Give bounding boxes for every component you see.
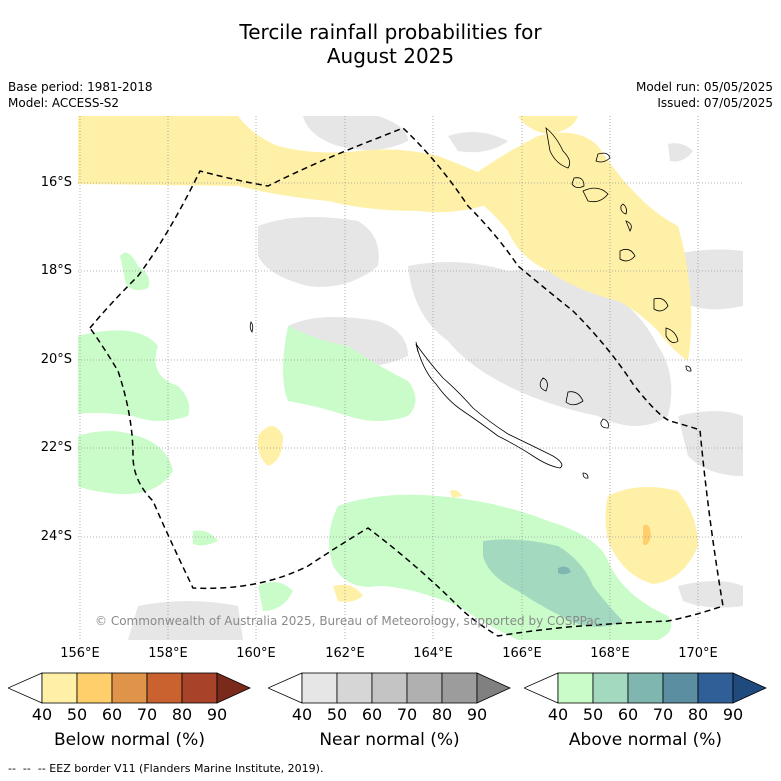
colorbar-above-normal bbox=[524, 672, 767, 704]
above-normal-60-areas bbox=[558, 566, 571, 575]
cbar-near-seg-5 bbox=[441, 672, 478, 704]
cbar-near-seg-3 bbox=[371, 672, 408, 704]
lon-tick-160e: 160°E bbox=[236, 646, 276, 661]
lon-tick-164e: 164°E bbox=[413, 646, 453, 661]
lon-tick-166e: 166°E bbox=[502, 646, 542, 661]
cbar-above-seg-5 bbox=[697, 672, 734, 704]
colorbar-near-label: Near normal (%) bbox=[319, 730, 460, 750]
cbar-below-seg-6 bbox=[216, 672, 251, 704]
cbar-below-tick: 90 bbox=[206, 705, 228, 724]
cbar-near-seg-0 bbox=[268, 672, 303, 704]
cbar-below-seg-5 bbox=[181, 672, 218, 704]
below-normal-50-areas bbox=[643, 524, 651, 545]
cbar-near-tick: 80 bbox=[431, 705, 453, 724]
cbar-near-seg-1 bbox=[301, 672, 338, 704]
cbar-above-seg-2 bbox=[592, 672, 629, 704]
cbar-above-seg-0 bbox=[524, 672, 559, 704]
above-normal-50-areas bbox=[483, 539, 623, 627]
cbar-below-seg-4 bbox=[146, 672, 183, 704]
near-normal-areas bbox=[128, 116, 743, 640]
cbar-near-tick: 70 bbox=[396, 705, 418, 724]
model-run: Model run: 05/05/2025 bbox=[635, 80, 773, 94]
cbar-below-tick: 50 bbox=[66, 705, 88, 724]
lat-tick-20s: 20°S bbox=[40, 352, 72, 367]
lat-tick-16s: 16°S bbox=[40, 175, 72, 190]
eez-border bbox=[89, 127, 724, 637]
cbar-below-seg-0 bbox=[8, 672, 43, 704]
cbar-below-tick: 70 bbox=[136, 705, 158, 724]
map-svg bbox=[78, 116, 743, 640]
cbar-above-tick: 90 bbox=[722, 705, 744, 724]
meta-right: Model run: 05/05/2025 Issued: 07/05/2025 bbox=[636, 79, 773, 111]
cbar-near-tick: 40 bbox=[291, 705, 313, 724]
cbar-above-tick: 60 bbox=[617, 705, 639, 724]
cbar-near-seg-4 bbox=[406, 672, 443, 704]
cbar-below-seg-1 bbox=[41, 672, 78, 704]
cbar-near-seg-6 bbox=[476, 672, 511, 704]
cbar-above-seg-6 bbox=[732, 672, 767, 704]
cbar-above-tick: 50 bbox=[582, 705, 604, 724]
lon-tick-170e: 170°E bbox=[678, 646, 718, 661]
cbar-above-tick: 40 bbox=[547, 705, 569, 724]
probability-map bbox=[78, 116, 743, 640]
map-gridlines bbox=[78, 116, 743, 640]
cbar-below-seg-3 bbox=[111, 672, 148, 704]
colorbar-near-normal bbox=[268, 672, 511, 704]
lon-tick-162e: 162°E bbox=[325, 646, 365, 661]
lon-tick-156e: 156°E bbox=[60, 646, 100, 661]
cbar-below-tick: 60 bbox=[101, 705, 123, 724]
below-normal-areas bbox=[78, 116, 698, 602]
cbar-below-tick: 80 bbox=[171, 705, 193, 724]
cbar-above-seg-4 bbox=[662, 672, 699, 704]
lat-tick-18s: 18°S bbox=[40, 263, 72, 278]
lat-tick-24s: 24°S bbox=[40, 529, 72, 544]
cbar-near-tick: 90 bbox=[466, 705, 488, 724]
cbar-near-tick: 60 bbox=[361, 705, 383, 724]
colorbar-below-normal bbox=[8, 672, 251, 704]
new-caledonia bbox=[415, 343, 563, 469]
cbar-below-tick: 40 bbox=[31, 705, 53, 724]
cbar-above-tick: 70 bbox=[652, 705, 674, 724]
cbar-above-seg-3 bbox=[627, 672, 664, 704]
coastlines bbox=[249, 127, 692, 479]
lon-tick-168e: 168°E bbox=[590, 646, 630, 661]
map-title-line2: August 2025 bbox=[326, 44, 455, 68]
map-title-line1: Tercile rainfall probabilities for bbox=[239, 20, 542, 44]
cbar-near-tick: 50 bbox=[326, 705, 348, 724]
colorbar-below-label: Below normal (%) bbox=[54, 730, 205, 750]
lon-tick-158e: 158°E bbox=[148, 646, 188, 661]
meta-left: Base period: 1981-2018 Model: ACCESS-S2 bbox=[8, 79, 153, 111]
lat-tick-22s: 22°S bbox=[40, 440, 72, 455]
cbar-above-tick: 80 bbox=[687, 705, 709, 724]
eez-legend-note: -- -- -- EEZ border V11 (Flanders Marine… bbox=[8, 762, 324, 775]
issued-date: Issued: 07/05/2025 bbox=[657, 96, 773, 110]
cbar-near-seg-2 bbox=[336, 672, 373, 704]
copyright-notice: © Commonwealth of Australia 2025, Bureau… bbox=[95, 614, 601, 628]
cbar-below-seg-2 bbox=[76, 672, 113, 704]
base-period: Base period: 1981-2018 bbox=[8, 80, 153, 94]
model-name: Model: ACCESS-S2 bbox=[8, 96, 120, 110]
colorbar-above-label: Above normal (%) bbox=[568, 730, 723, 750]
cbar-above-seg-1 bbox=[557, 672, 594, 704]
